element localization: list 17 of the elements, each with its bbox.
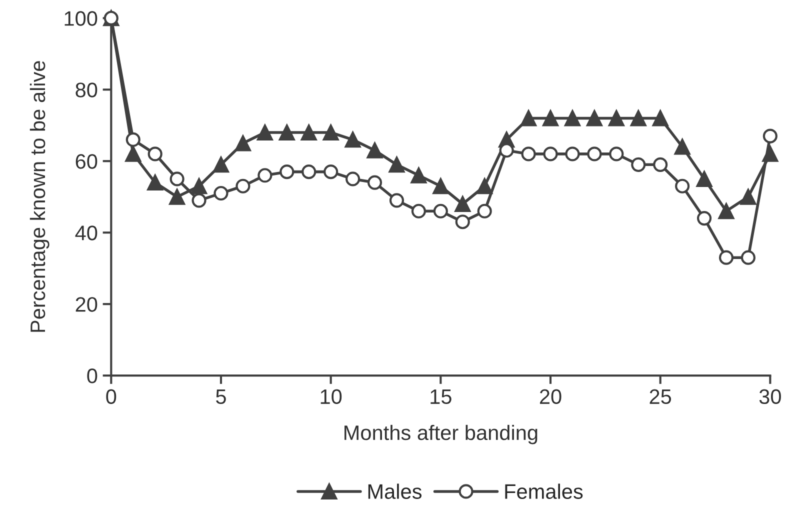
x-tick-label: 5 — [216, 390, 226, 404]
legend-label: Females — [505, 484, 583, 499]
y-tick-label: 0 — [87, 368, 98, 384]
y-tick-label: 60 — [76, 154, 98, 169]
y-tick-label: 40 — [75, 226, 98, 240]
x-tick-label: 20 — [540, 389, 562, 404]
legend-label: Males — [368, 484, 422, 499]
y-tick-label: 100 — [64, 11, 98, 26]
x-tick-label: 25 — [650, 389, 672, 404]
x-tick-label: 15 — [430, 390, 452, 404]
x-tick-label: 0 — [106, 389, 116, 404]
y-axis-title: Percentage known to be alive — [30, 61, 50, 332]
x-tick-label: 30 — [759, 389, 781, 404]
x-tick-label: 10 — [320, 389, 342, 404]
y-tick-label: 20 — [76, 297, 98, 312]
x-axis-title: Months after banding — [344, 424, 538, 444]
y-tick-label: 80 — [76, 82, 98, 98]
